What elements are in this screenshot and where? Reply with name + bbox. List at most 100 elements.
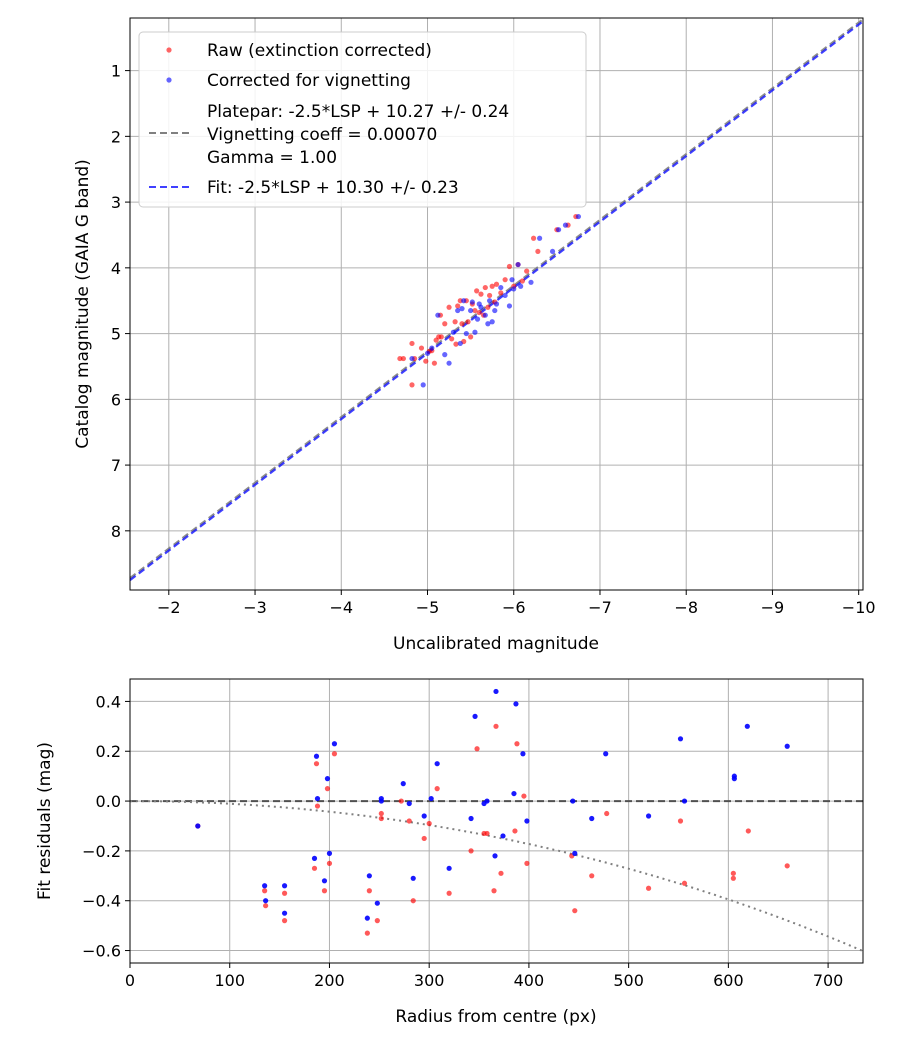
p1-xtick-label: −8 [674, 598, 698, 617]
legend-marker-raw [166, 47, 172, 53]
p2-ytick-label: 0.4 [96, 692, 121, 711]
top-point-corrected [420, 382, 426, 388]
top-point-raw [472, 307, 478, 314]
bottom-x-axis-label: Radius from centre (px) [395, 1007, 596, 1027]
top-point-raw [442, 321, 448, 327]
bottom-axis-ticks: 0 100 200 300 400 500 600 700 0.4 0.2 0.0 −0.2 −0.4 −… [82, 692, 843, 990]
top-point-raw [519, 278, 525, 284]
bottom-point-corrected [281, 883, 288, 889]
top-point-corrected [537, 235, 543, 241]
bottom-point-raw [784, 863, 790, 869]
p1-xtick-label: −3 [243, 598, 267, 617]
top-point-corrected [472, 329, 478, 335]
p1-ytick-label: 7 [111, 456, 121, 475]
top-point-raw [474, 288, 480, 294]
bottom-point-raw [262, 888, 268, 894]
top-point-raw [459, 321, 465, 327]
bottom-plot-background [130, 679, 863, 963]
top-point-corrected [469, 299, 475, 305]
bottom-point-raw [645, 885, 652, 891]
bottom-point-corrected [484, 798, 490, 804]
bottom-point-corrected [446, 865, 452, 871]
top-point-corrected [492, 307, 498, 314]
bottom-point-raw [484, 830, 490, 837]
top-point-raw [465, 319, 471, 325]
top-point-corrected [549, 248, 556, 255]
p1-ytick-label: 3 [111, 193, 121, 212]
p1-xtick-label: −7 [588, 598, 612, 617]
bottom-point-corrected [410, 875, 416, 881]
bottom-point-corrected [364, 915, 370, 921]
top-point-corrected [487, 298, 493, 304]
top-point-corrected [457, 340, 463, 347]
top-point-raw [530, 235, 537, 241]
bottom-point-raw [572, 908, 578, 914]
bottom-point-raw [374, 918, 380, 924]
bottom-point-raw [498, 870, 504, 876]
bottom-point-corrected [744, 723, 750, 729]
top-point-corrected [459, 306, 465, 312]
bottom-point-raw [326, 860, 333, 866]
bottom-point-corrected [677, 736, 684, 742]
bottom-point-corrected [511, 790, 517, 797]
top-point-corrected [509, 277, 515, 283]
bottom-point-raw [366, 888, 372, 894]
bottom-point-raw [468, 848, 474, 854]
top-point-corrected [493, 301, 500, 307]
top-x-axis-label: Uncalibrated magnitude [393, 634, 599, 654]
top-point-corrected [424, 350, 431, 356]
bottom-reference-lines [130, 800, 864, 953]
p2-xtick-label: 0 [125, 971, 135, 990]
top-point-corrected [502, 292, 508, 299]
legend-label-corrected: Corrected for vignetting [207, 71, 411, 91]
legend-label-platepar: Platepar: -2.5*LSP + 10.27 +/- 0.24 [207, 102, 509, 122]
bottom-point-raw [589, 873, 595, 879]
bottom-point-raw [311, 865, 318, 871]
bottom-point-corrected [263, 898, 269, 904]
legend-label-fit: Fit: -2.5*LSP + 10.30 +/- 0.23 [207, 178, 459, 198]
bottom-plot-frame [129, 678, 864, 964]
bottom-point-raw [321, 888, 328, 894]
top-scatter-points [397, 213, 582, 388]
p2-xtick-label: 100 [214, 971, 245, 990]
top-point-raw [438, 334, 444, 340]
bottom-point-raw [493, 723, 499, 729]
legend-box [138, 31, 587, 208]
bottom-point-raw [434, 786, 440, 792]
top-panel: −2 −3 −4 −5 −6 −7 −8 −9 −10 1 2 3 4 5 6 7 8 Uncalibrated… [73, 17, 876, 654]
p1-xtick-label: −6 [502, 598, 526, 617]
bottom-point-raw [324, 786, 331, 792]
bottom-point-corrected [784, 743, 790, 749]
bottom-point-raw [604, 810, 610, 817]
bottom-point-raw [474, 746, 480, 752]
top-point-corrected [478, 304, 484, 310]
top-point-corrected [468, 307, 474, 314]
p2-ytick-label: 0.2 [96, 742, 121, 761]
bottom-point-corrected [400, 781, 406, 787]
bottom-point-raw [410, 898, 416, 904]
bottom-scatter-points [195, 688, 790, 936]
bottom-point-corrected [468, 815, 474, 822]
top-point-corrected [455, 307, 461, 314]
bottom-point-raw [426, 820, 432, 827]
bottom-point-raw [378, 810, 384, 817]
top-point-raw [468, 334, 474, 340]
bottom-point-corrected [326, 850, 333, 856]
bottom-point-raw [263, 903, 269, 909]
bottom-point-raw [281, 890, 288, 896]
top-point-corrected [528, 279, 534, 285]
p1-ytick-label: 2 [111, 127, 121, 146]
bottom-point-corrected [500, 833, 506, 839]
bottom-point-corrected [570, 798, 576, 804]
top-point-raw [482, 284, 488, 291]
top-point-corrected [562, 222, 569, 228]
top-point-corrected [575, 213, 582, 220]
bottom-point-corrected [374, 900, 380, 906]
bottom-point-raw [745, 828, 751, 834]
top-point-corrected [555, 227, 562, 233]
p2-ytick-label: −0.6 [82, 942, 121, 961]
top-point-raw [423, 358, 429, 364]
bottom-point-corrected [331, 741, 338, 747]
bottom-point-corrected [313, 753, 320, 759]
